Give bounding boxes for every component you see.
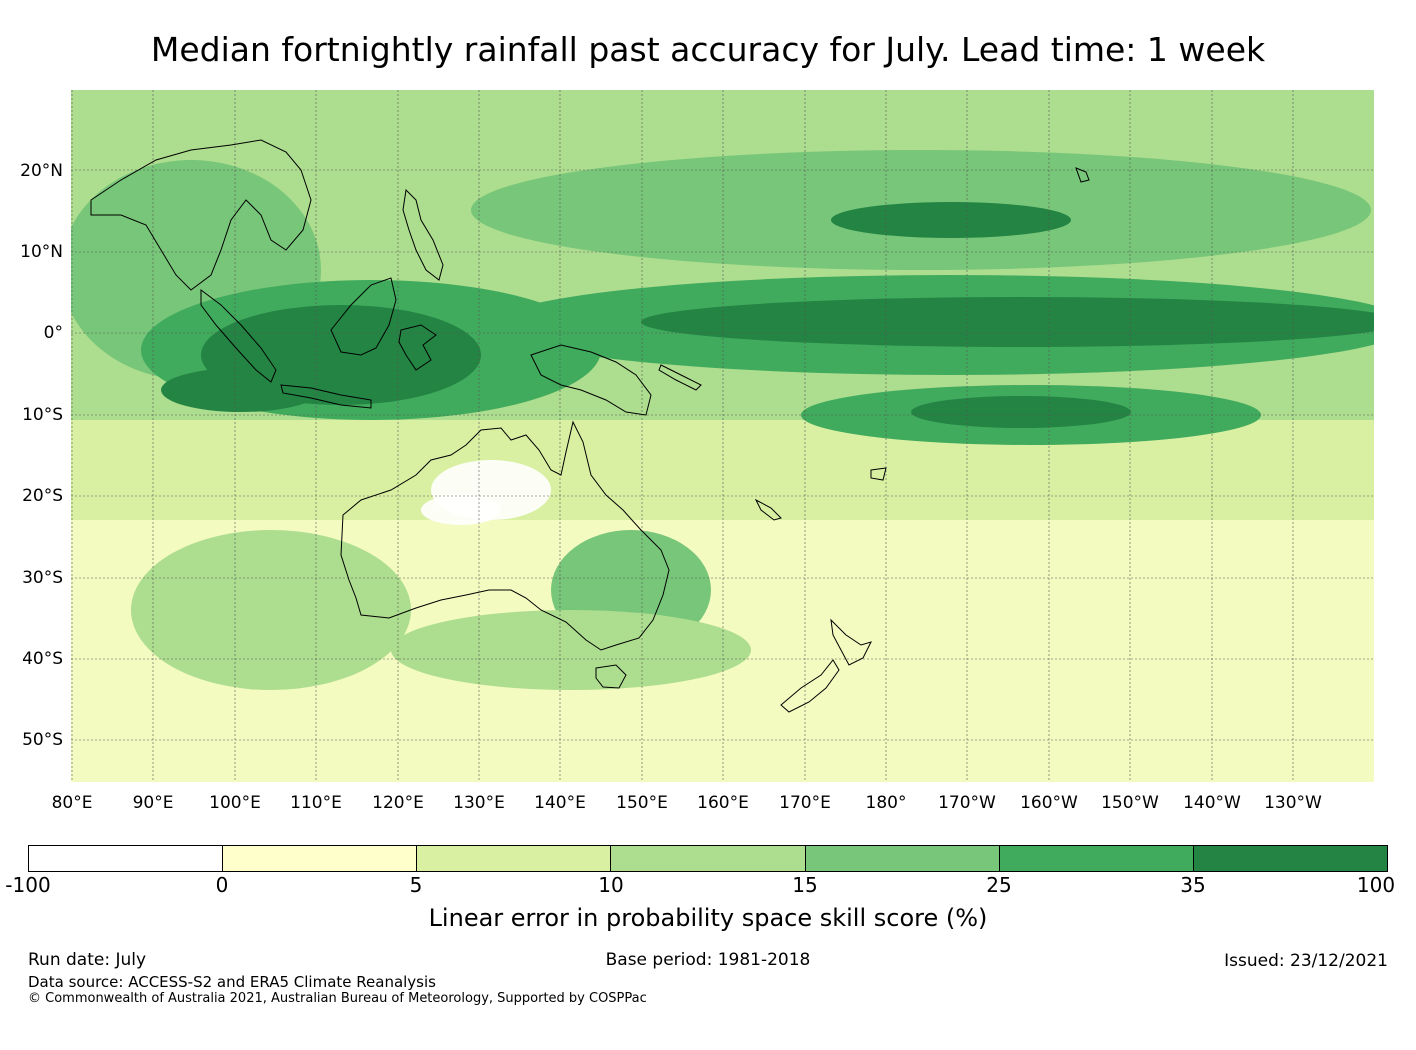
tasmania-coastline xyxy=(595,664,627,689)
new-guinea-coastline xyxy=(530,344,652,416)
sulawesi-coastline xyxy=(398,324,437,371)
lon-label-170w: 170°W xyxy=(938,793,996,813)
run-date: Run date: July xyxy=(28,950,147,970)
fiji xyxy=(870,467,887,481)
colorbar-segment-2 xyxy=(223,846,418,871)
map-svg xyxy=(71,90,1374,782)
australia-pale-west xyxy=(421,495,501,525)
graticule xyxy=(71,90,1374,782)
skill-map: 20°N 10°N 0° 10°S 20°S 30°S 40°S 50°S xyxy=(20,90,1374,782)
colorbar-tick-10: 10 xyxy=(598,873,624,897)
colorbar-tick-0: 0 xyxy=(215,873,229,897)
indian-ocean-south xyxy=(131,530,411,690)
colorbar-tick-5: 5 xyxy=(409,873,423,897)
australia-coastline xyxy=(340,420,670,651)
colorbar-tick-15: 15 xyxy=(792,873,818,897)
lat-label-30s: 30°S xyxy=(22,568,63,588)
lon-label-100e: 100°E xyxy=(209,793,261,813)
indian-ocean-core xyxy=(161,368,321,412)
lon-label-110e: 110°E xyxy=(290,793,342,813)
data-source: Data source: ACCESS-S2 and ERA5 Climate … xyxy=(28,973,436,991)
new-zealand-south-coastline xyxy=(780,659,840,713)
lon-label-120e: 120°E xyxy=(372,793,424,813)
itcz-band-inner xyxy=(641,297,1374,347)
colorbar-tick-minus100: -100 xyxy=(5,873,51,897)
colorbar-tick-35: 35 xyxy=(1180,873,1206,897)
lon-label-160w: 160°W xyxy=(1020,793,1078,813)
lon-label-180: 180° xyxy=(865,793,907,813)
north-pacific-core xyxy=(831,202,1071,238)
lat-label-10s: 10°S xyxy=(22,405,63,425)
lat-label-20n: 20°N xyxy=(20,161,63,181)
colorbar-segment-1 xyxy=(29,846,224,871)
colorbar-tick-25: 25 xyxy=(986,873,1012,897)
borneo-coastline xyxy=(330,277,397,356)
colorbar-segment-7 xyxy=(1193,846,1387,871)
lat-label-0: 0° xyxy=(43,323,63,343)
colorbar-label: Linear error in probability space skill … xyxy=(428,904,988,932)
chart-title: Median fortnightly rainfall past accurac… xyxy=(150,30,1266,69)
coastlines xyxy=(90,139,1090,713)
lon-label-140e: 140°E xyxy=(534,793,586,813)
solomon-islands xyxy=(658,364,702,391)
issued-date: Issued: 23/12/2021 xyxy=(1224,951,1388,971)
lon-label-130e: 130°E xyxy=(453,793,505,813)
sumatra-coastline xyxy=(200,289,277,383)
colorbar-tick-100: 100 xyxy=(1356,873,1396,897)
lon-label-80e: 80°E xyxy=(51,793,93,813)
hawaii xyxy=(1075,167,1090,183)
copyright: © Commonwealth of Australia 2021, Austra… xyxy=(28,991,647,1006)
lat-label-40s: 40°S xyxy=(22,649,63,669)
colorbar-segment-3 xyxy=(417,846,612,871)
lon-label-130w: 130°W xyxy=(1264,793,1322,813)
spcz-core xyxy=(911,396,1131,428)
lon-label-140w: 140°W xyxy=(1183,793,1241,813)
lat-label-20s: 20°S xyxy=(22,486,63,506)
lon-label-150e: 150°E xyxy=(616,793,668,813)
colorbar xyxy=(28,845,1388,872)
philippines-coastline xyxy=(402,188,444,281)
base-period: Base period: 1981-2018 xyxy=(605,950,811,970)
southern-band xyxy=(391,610,751,690)
indochina-coastline xyxy=(90,139,312,291)
lon-label-170e: 170°E xyxy=(779,793,831,813)
colorbar-segment-6 xyxy=(999,846,1194,871)
lon-label-160e: 160°E xyxy=(697,793,749,813)
lon-label-90e: 90°E xyxy=(132,793,174,813)
colorbar-segment-5 xyxy=(805,846,1000,871)
new-zealand-north-coastline xyxy=(830,618,872,666)
new-caledonia xyxy=(754,498,782,521)
lat-label-10n: 10°N xyxy=(20,242,63,262)
colorbar-segment-4 xyxy=(611,846,806,871)
lon-label-150w: 150°W xyxy=(1101,793,1159,813)
lat-label-50s: 50°S xyxy=(22,730,63,750)
java-coastline xyxy=(280,384,372,409)
